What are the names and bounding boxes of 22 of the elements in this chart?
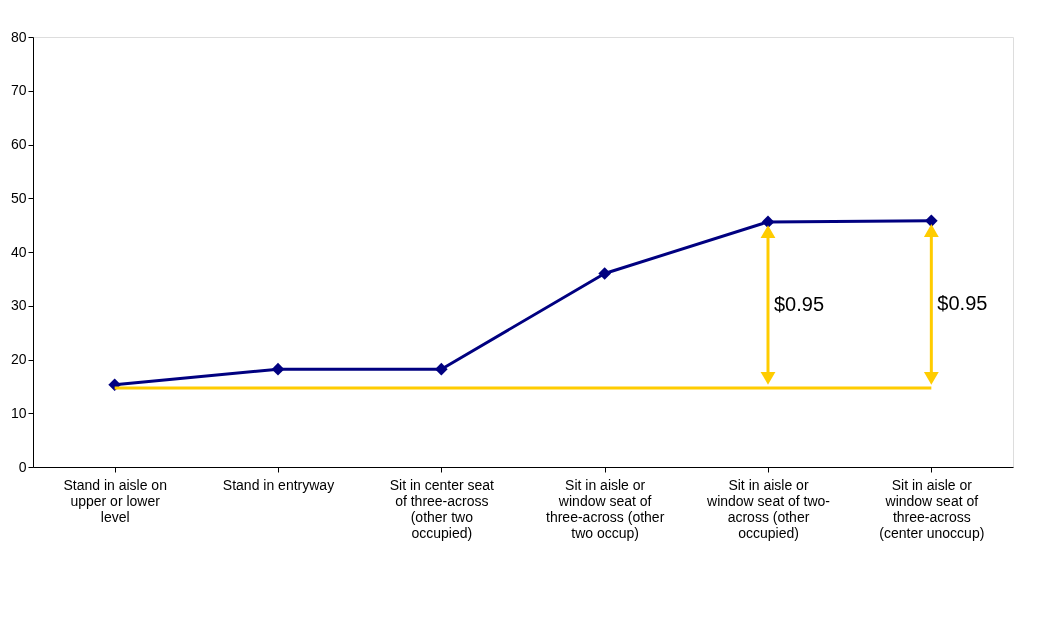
y-tick-label: 70 <box>10 82 27 99</box>
x-tick-label: Stand in aisle on upper or lower level <box>63 476 167 525</box>
y-tick-label: 20 <box>10 351 27 367</box>
x-tick-label: Stand in entryway <box>222 476 335 493</box>
point <box>925 214 938 228</box>
point <box>271 362 285 376</box>
x-tick-label: Sit in aisle or window seat of two-across (other occupied) <box>706 476 831 541</box>
annotation: $0.95 <box>937 292 988 315</box>
annotation: $0.95 <box>774 292 825 315</box>
y-tick-label: 40 <box>10 243 27 260</box>
y-tick-label: 60 <box>10 136 27 152</box>
x-tick-label: Sit in aisle or window seat of three-across (center unoccup) <box>879 476 985 541</box>
x-tick-label: Sit in center seat of three-across (other two occupied) <box>389 476 495 541</box>
y-tick-label: 80 <box>10 28 27 45</box>
point <box>435 362 448 376</box>
y-tick-label: 10 <box>10 404 27 421</box>
point <box>761 215 775 229</box>
point <box>598 267 611 280</box>
y-tick-label: 50 <box>10 189 27 206</box>
y-tick-label: 30 <box>10 297 27 314</box>
y-tick-label: 0 <box>18 458 27 475</box>
x-tick-label: Sit in aisle or window seat of three-across (other two occup) <box>546 476 665 541</box>
